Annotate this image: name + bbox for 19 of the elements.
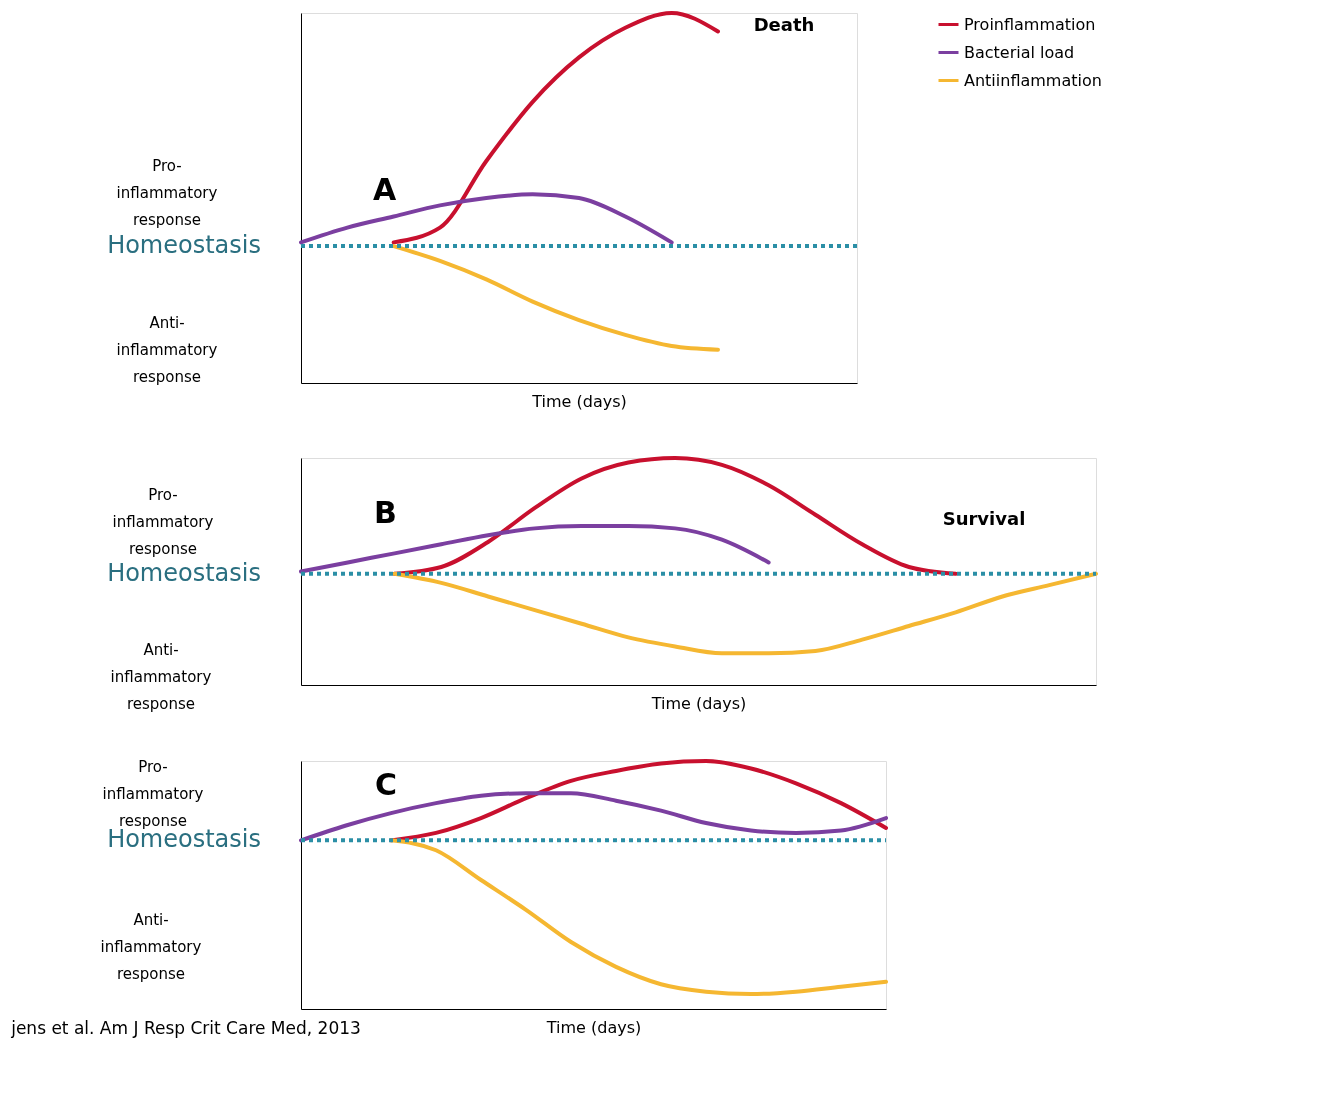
text: A [373, 172, 397, 207]
text: Pro-inflammatory response [112, 486, 214, 558]
chart-title: C [375, 767, 398, 802]
ref-line-label: Homeostasis [107, 558, 261, 587]
x-axis-title: Time (days) [545, 1017, 642, 1037]
annotation: Death [753, 14, 815, 35]
ref-line-label: Homeostasis [107, 231, 261, 260]
legend-label: Bacterial load [964, 42, 1075, 62]
legend-label: Proinflammation [964, 14, 1096, 34]
legend-label: Antiinflammation [964, 70, 1102, 90]
text: Anti-inflammatory response [100, 911, 202, 983]
text: Anti-inflammatory response [116, 314, 218, 386]
annotation: Survival [942, 508, 1026, 529]
text: Pro-inflammatory response [116, 157, 218, 229]
text: B [374, 495, 397, 530]
text: Anti-inflammatory response [110, 641, 212, 713]
x-axis-title: Time (days) [650, 693, 747, 713]
x-axis-title: Time (days) [531, 391, 627, 411]
text: jens et al. Am J Resp Crit Care Med, 2013 [10, 1018, 361, 1038]
